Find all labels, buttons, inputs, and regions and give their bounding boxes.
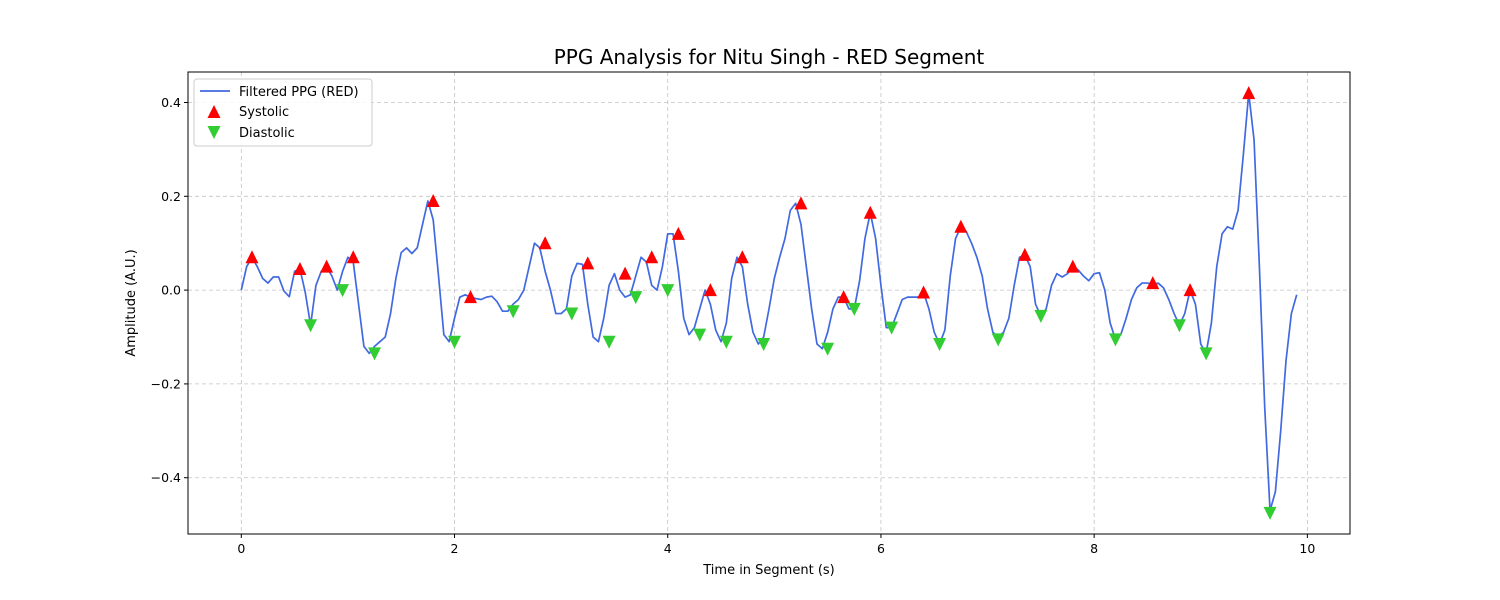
legend-label-systolic: Systolic [239, 105, 289, 120]
systolic-peak-marker [581, 256, 595, 270]
systolic-peak-marker [954, 219, 968, 233]
marker-layer [245, 86, 1277, 520]
systolic-peak-marker [1066, 259, 1080, 273]
diastolic-peak-marker [661, 284, 675, 298]
systolic-peak-marker [320, 259, 334, 273]
x-axis-label: Time in Segment (s) [702, 563, 834, 578]
systolic-peak-marker [917, 285, 931, 299]
legend: Filtered PPG (RED) Systolic Diastolic [193, 78, 373, 147]
y-tick-label: −0.2 [151, 376, 181, 391]
systolic-peak-marker [245, 250, 259, 264]
diastolic-peak-marker [991, 333, 1005, 347]
systolic-peak-marker [794, 196, 808, 210]
x-tick-label: 2 [451, 541, 459, 556]
legend-label-filtered-ppg: Filtered PPG (RED) [239, 85, 359, 100]
x-tick-label: 8 [1090, 541, 1098, 556]
diastolic-peak-marker [565, 307, 579, 321]
legend-diastolic-swatch [207, 126, 221, 139]
diastolic-peak-marker [448, 335, 462, 349]
diastolic-peak-marker [693, 328, 707, 342]
systolic-peak-marker [735, 250, 749, 264]
systolic-peak-marker [863, 205, 877, 219]
systolic-peak-marker [1242, 86, 1256, 100]
tick-layer: 0 2 4 6 8 10 −0.4 −0.2 0.0 0.2 0.4 [151, 95, 1316, 556]
x-tick-label: 10 [1299, 541, 1315, 556]
diastolic-peak-marker [602, 335, 616, 349]
systolic-peak-marker [703, 283, 717, 297]
systolic-peak-marker [837, 290, 851, 304]
diastolic-peak-marker [1199, 347, 1213, 361]
legend-label-diastolic: Diastolic [239, 126, 295, 141]
x-tick-label: 0 [237, 541, 245, 556]
diastolic-peak-marker [506, 305, 520, 319]
systolic-peak-marker [645, 250, 659, 264]
diastolic-peak-marker [304, 319, 318, 333]
y-tick-label: 0.0 [161, 283, 181, 298]
diastolic-peak-marker [1263, 506, 1277, 520]
diastolic-peak-marker [336, 284, 350, 298]
diastolic-peak-marker [1172, 319, 1186, 333]
y-axis-label: Amplitude (A.U.) [124, 249, 139, 356]
systolic-peak-marker [538, 236, 552, 250]
systolic-peak-marker [464, 290, 478, 304]
plot-frame [187, 71, 1351, 535]
chart-title: PPG Analysis for Nitu Singh - RED Segmen… [554, 45, 985, 69]
y-tick-label: 0.2 [161, 189, 181, 204]
diastolic-peak-marker [885, 321, 899, 335]
systolic-peak-marker [1146, 276, 1160, 290]
y-tick-label: 0.4 [161, 95, 181, 110]
diastolic-peak-marker [629, 291, 643, 305]
diastolic-peak-marker [1034, 309, 1048, 323]
diastolic-peak-marker [757, 338, 771, 352]
systolic-peak-marker [671, 226, 685, 240]
systolic-peak-marker [293, 261, 307, 275]
diastolic-peak-marker [933, 338, 947, 352]
x-tick-label: 6 [877, 541, 885, 556]
diastolic-peak-marker [1108, 333, 1122, 347]
systolic-peak-marker [618, 266, 632, 280]
legend-systolic-swatch [207, 105, 221, 118]
diastolic-peak-marker [821, 342, 835, 356]
diastolic-peak-marker [368, 347, 382, 361]
systolic-peak-marker [1018, 247, 1032, 261]
x-tick-label: 4 [664, 541, 672, 556]
systolic-peak-marker [1183, 283, 1197, 297]
diastolic-peak-marker [719, 335, 733, 349]
systolic-peak-marker [426, 193, 440, 207]
diastolic-peak-marker [847, 302, 861, 316]
y-tick-label: −0.4 [151, 470, 181, 485]
legend-box [193, 78, 373, 147]
systolic-peak-marker [346, 250, 360, 264]
grid-layer [188, 72, 1350, 534]
